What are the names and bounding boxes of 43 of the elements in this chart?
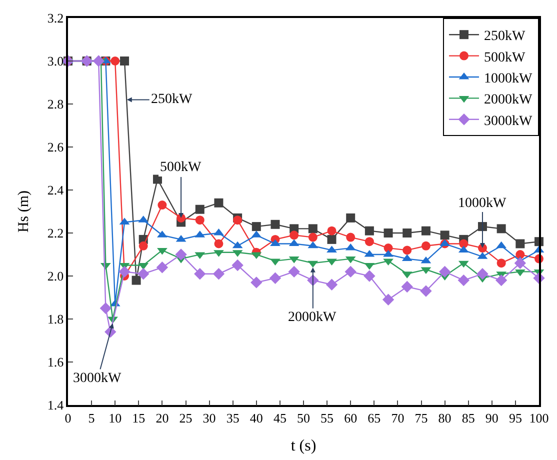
y-tick-label: 2.6 [47,140,64,155]
x-tick-label: 45 [273,410,286,426]
x-tick-label: 60 [344,410,358,426]
y-tick-label: 1.8 [47,312,64,327]
x-axis-title: t (s) [290,438,316,455]
x-tick-label: 20 [156,410,169,426]
y-tick-label: 2.4 [47,182,64,198]
y-tick-label: 2.8 [47,96,64,112]
x-tick-label: 30 [202,410,216,426]
annotation: 500kW [160,160,202,175]
x-tick-label: 5 [88,410,95,426]
y-tick-label: 2.0 [47,268,64,284]
y-tick-label: 2.2 [47,226,64,241]
legend-label: 250kW [484,29,526,44]
x-tick-label: 95 [508,410,522,426]
x-tick-label: 10 [108,410,122,426]
x-tick-label: 25 [179,410,192,426]
annotation: 1000kW [458,196,507,211]
x-tick-label: 85 [462,410,475,426]
x-tick-label: 80 [438,410,452,426]
x-tick-label: 0 [64,410,72,426]
x-tick-label: 15 [132,410,146,426]
y-tick-label: 1.6 [47,354,64,370]
x-tick-label: 55 [320,410,334,426]
legend-label: 3000kW [484,114,533,129]
x-tick-label: 35 [226,410,240,426]
legend-label: 500kW [484,50,526,66]
annotation: 2000kW [288,310,337,325]
x-tick-label: 40 [250,410,263,426]
y-tick-label: 3.2 [47,10,64,26]
legend-label: 2000kW [484,92,533,108]
x-tick-label: 100 [529,410,549,426]
y-axis-title: Hs (m) [16,190,32,233]
annotation: 250kW [151,92,193,107]
x-tick-label: 70 [391,410,404,426]
annotation: 3000kW [73,371,122,386]
y-tick-label: 1.4 [47,398,64,413]
x-tick-label: 75 [414,410,428,426]
y-tick-label: 3.0 [47,54,64,69]
x-tick-label: 50 [297,410,310,426]
legend-label: 1000kW [484,71,533,86]
x-tick-label: 90 [485,410,498,426]
x-tick-label: 65 [368,410,381,426]
